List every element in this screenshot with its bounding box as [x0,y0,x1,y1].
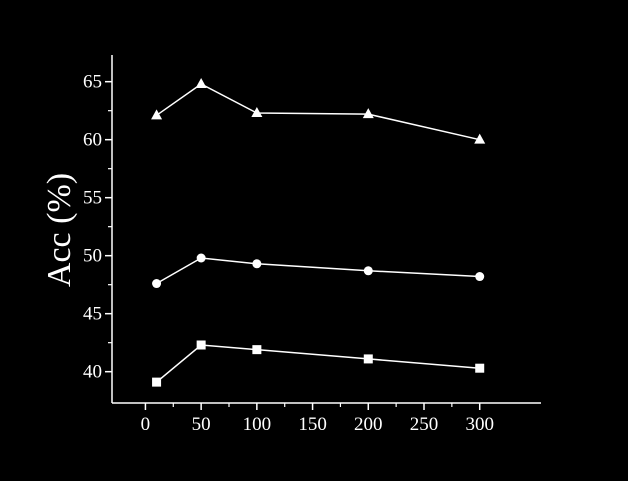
series-square-line [156,344,480,383]
y-tick-label: 60 [83,130,102,151]
y-tick-label: 45 [83,304,102,325]
triangle-marker [251,107,263,117]
circle-marker [152,279,162,289]
circle-marker [363,266,373,276]
y-tick-label: 65 [83,72,102,93]
x-tick-label: 150 [298,414,327,435]
circle-marker [475,272,485,282]
square-marker [363,354,373,364]
y-tick-label: 40 [83,362,102,383]
axes [111,55,541,404]
square-marker [152,377,162,387]
x-tick-label: 300 [465,414,494,435]
series-triangle-line [156,83,480,141]
x-tick-label: 250 [410,414,439,435]
series-circle-line [156,257,480,285]
y-tick-label: 50 [83,246,102,267]
square-marker [196,340,206,350]
x-tick-label: 0 [141,414,151,435]
x-tick-label: 50 [192,414,211,435]
circle-marker [252,259,262,269]
circle-marker [196,253,206,263]
triangle-marker [195,78,207,88]
square-marker [475,363,485,373]
square-marker [252,345,262,355]
y-axis-title: Acc (%) [41,173,78,287]
triangle-marker [362,108,374,119]
x-tick-label: 200 [354,414,383,435]
triangle-marker [151,109,163,120]
y-tick-label: 55 [83,188,102,209]
triangle-marker [474,133,486,144]
ticks: 0 50 100 150 200 250 300 40 45 50 55 60 65 [83,72,494,435]
x-tick-label: 100 [243,414,272,435]
series-group [151,78,486,387]
